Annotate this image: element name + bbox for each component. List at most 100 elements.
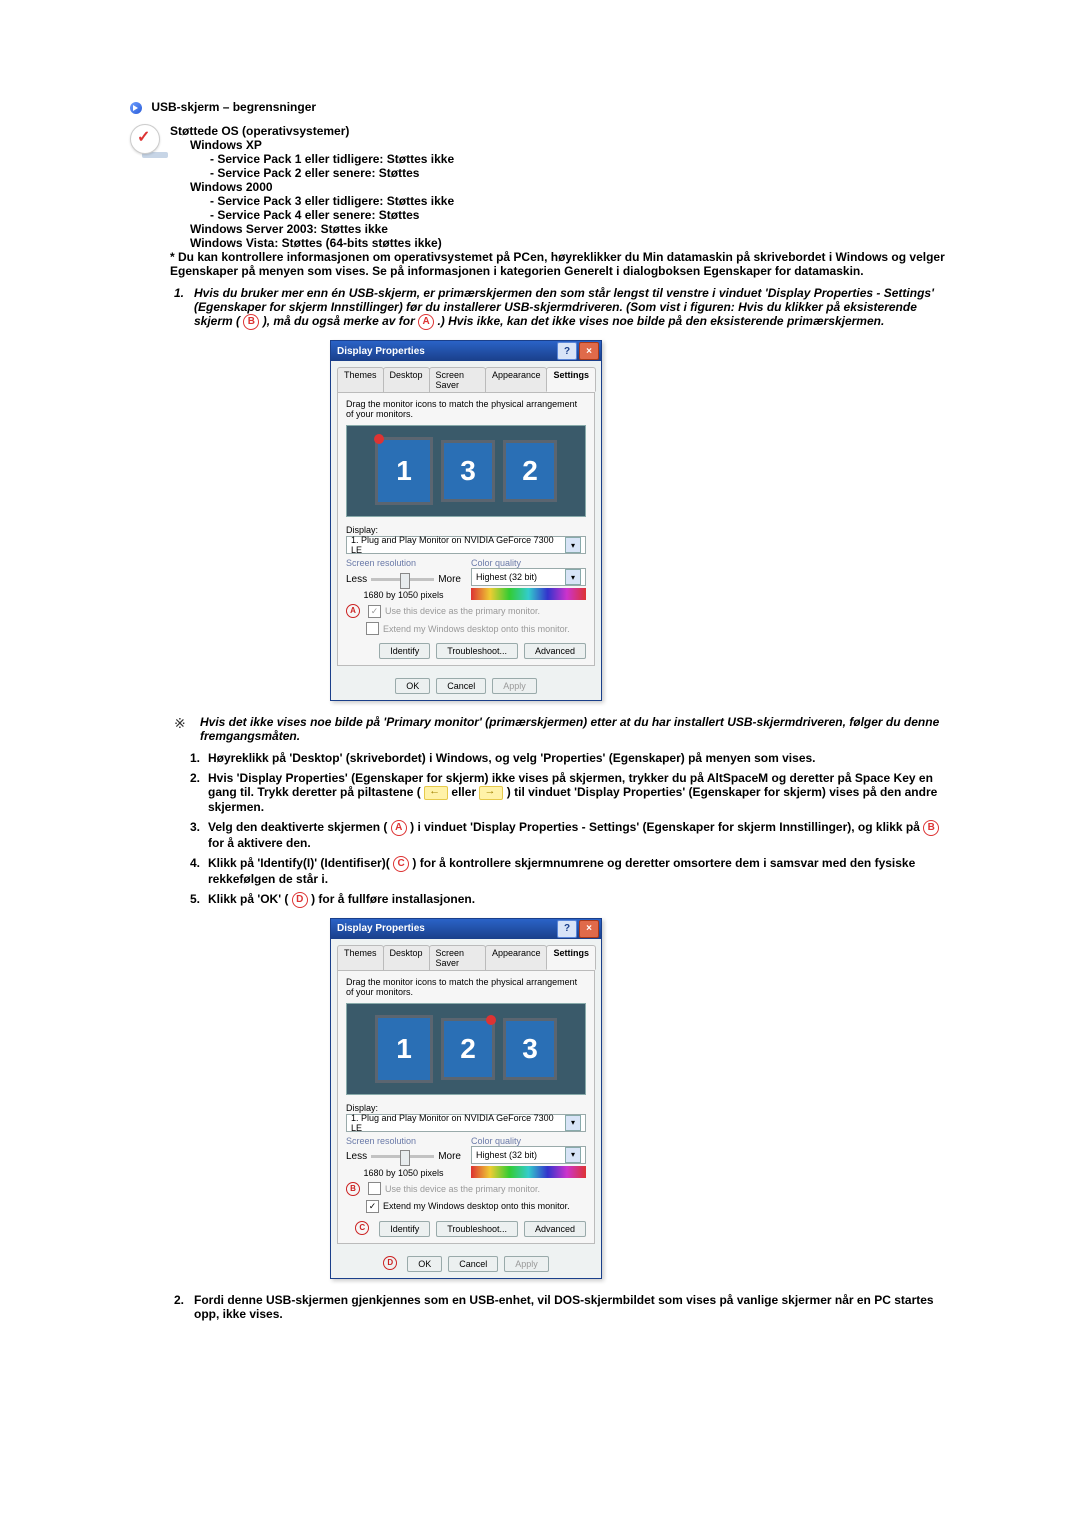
monitor-2[interactable]: 2: [503, 440, 557, 502]
tab-appearance[interactable]: Appearance: [485, 945, 548, 970]
tab-screensaver[interactable]: Screen Saver: [429, 367, 486, 392]
heading-text: USB-skjerm – begrensninger: [151, 100, 316, 114]
apply-button[interactable]: Apply: [492, 678, 537, 694]
os-title: Støttede OS (operativsystemer): [170, 124, 349, 138]
screen-res-label: Screen resolution: [346, 558, 461, 568]
color-value: Highest (32 bit): [476, 572, 537, 582]
marker-dot-icon: [486, 1015, 496, 1025]
primary-checkbox[interactable]: [368, 1182, 381, 1195]
chevron-down-icon[interactable]: ▾: [565, 1115, 581, 1131]
monitor-2-label: 2: [460, 1033, 476, 1065]
chevron-down-icon[interactable]: ▾: [565, 569, 581, 585]
resolution-value: 1680 by 1050 pixels: [346, 1168, 461, 1178]
troubleshoot-button[interactable]: Troubleshoot...: [436, 643, 518, 659]
chevron-down-icon[interactable]: ▾: [565, 1147, 581, 1163]
color-quality-label: Color quality: [471, 558, 586, 568]
monitor-area[interactable]: 1 2 3: [346, 1003, 586, 1095]
monitor-3[interactable]: 3: [441, 440, 495, 502]
hint-text: Drag the monitor icons to match the phys…: [346, 399, 586, 419]
step1-n: 1.: [190, 751, 208, 765]
troubleshoot-button[interactable]: Troubleshoot...: [436, 1221, 518, 1237]
cancel-button[interactable]: Cancel: [448, 1256, 498, 1272]
step5-n: 5.: [190, 892, 208, 908]
item1-number: 1.: [174, 286, 194, 330]
primary-checkbox-label: Use this device as the primary monitor.: [385, 606, 540, 616]
color-bar: [471, 1166, 586, 1178]
screen-res-label: Screen resolution: [346, 1136, 461, 1146]
monitor-area[interactable]: 1 3 2: [346, 425, 586, 517]
tabs: Themes Desktop Screen Saver Appearance S…: [331, 939, 601, 970]
chevron-down-icon[interactable]: ▾: [565, 537, 581, 553]
extend-checkbox[interactable]: [366, 622, 379, 635]
color-bar: [471, 588, 586, 600]
less-label: Less: [346, 574, 367, 585]
step3-n: 3.: [190, 820, 208, 850]
item1-text: Hvis du bruker mer enn én USB-skjerm, er…: [194, 286, 950, 330]
callout-c-icon: C: [355, 1221, 369, 1235]
color-dropdown[interactable]: Highest (32 bit) ▾: [471, 568, 586, 586]
hint-text: Drag the monitor icons to match the phys…: [346, 977, 586, 997]
identify-button[interactable]: Identify: [379, 643, 430, 659]
marker-b-icon: B: [923, 820, 939, 836]
help-button[interactable]: ?: [557, 920, 577, 938]
primary-checkbox[interactable]: ✓: [368, 605, 381, 618]
display-properties-dialog-1: Display Properties ? × Themes Desktop Sc…: [330, 340, 602, 701]
extend-checkbox-label: Extend my Windows desktop onto this moni…: [383, 1201, 570, 1211]
marker-a-icon: A: [391, 820, 407, 836]
ok-button[interactable]: OK: [407, 1256, 442, 1272]
os-vista: Windows Vista: Støttes (64-bits støttes …: [190, 236, 442, 250]
step3-a: Velg den deaktiverte skjermen (: [208, 820, 387, 834]
callout-a-icon: A: [346, 604, 360, 618]
item2-number: 2.: [174, 1293, 194, 1321]
os-2000-2: - Service Pack 4 eller senere: Støttes: [210, 208, 419, 222]
tab-themes[interactable]: Themes: [337, 367, 384, 392]
monitor-3[interactable]: 3: [503, 1018, 557, 1080]
advanced-button[interactable]: Advanced: [524, 1221, 586, 1237]
item1-b: ), må du også merke av for: [263, 314, 418, 328]
titlebar[interactable]: Display Properties ? ×: [331, 341, 601, 361]
bullet-icon: [130, 102, 142, 114]
os-2000-1: - Service Pack 3 eller tidligere: Støtte…: [210, 194, 454, 208]
step5-b: ) for å fullføre installasjonen.: [311, 892, 475, 906]
display-dropdown[interactable]: 1. Plug and Play Monitor on NVIDIA GeFor…: [346, 1114, 586, 1132]
slider-thumb[interactable]: [400, 573, 410, 589]
tab-desktop[interactable]: Desktop: [383, 367, 430, 392]
step4-text: Klikk på 'Identify(I)' (Identifiser)( C …: [208, 856, 950, 886]
help-button[interactable]: ?: [557, 342, 577, 360]
star-text: Hvis det ikke vises noe bilde på 'Primar…: [200, 715, 950, 743]
monitor-2[interactable]: 2: [441, 1018, 495, 1080]
tab-screensaver[interactable]: Screen Saver: [429, 945, 486, 970]
display-dropdown[interactable]: 1. Plug and Play Monitor on NVIDIA GeFor…: [346, 536, 586, 554]
monitor-1-label: 1: [396, 455, 412, 487]
step5-text: Klikk på 'OK' ( D ) for å fullføre insta…: [208, 892, 950, 908]
close-button[interactable]: ×: [579, 342, 599, 360]
titlebar[interactable]: Display Properties ? ×: [331, 919, 601, 939]
extend-checkbox[interactable]: ✓: [366, 1200, 379, 1213]
advanced-button[interactable]: Advanced: [524, 643, 586, 659]
monitor-1[interactable]: 1: [375, 1015, 433, 1083]
close-button[interactable]: ×: [579, 920, 599, 938]
tab-settings[interactable]: Settings: [546, 367, 596, 392]
monitor-1[interactable]: 1: [375, 437, 433, 505]
tab-settings[interactable]: Settings: [546, 945, 596, 970]
tab-desktop[interactable]: Desktop: [383, 945, 430, 970]
dialog-title: Display Properties: [337, 346, 425, 357]
resolution-slider[interactable]: Less More: [346, 570, 461, 588]
display-value: 1. Plug and Play Monitor on NVIDIA GeFor…: [351, 1113, 565, 1133]
tabs: Themes Desktop Screen Saver Appearance S…: [331, 361, 601, 392]
more-label: More: [438, 574, 461, 585]
less-label: Less: [346, 1151, 367, 1162]
arrow-left-icon: [424, 786, 448, 800]
marker-d-icon: D: [292, 892, 308, 908]
cancel-button[interactable]: Cancel: [436, 678, 486, 694]
tab-themes[interactable]: Themes: [337, 945, 384, 970]
ok-button[interactable]: OK: [395, 678, 430, 694]
marker-dot-icon: [374, 434, 384, 444]
tab-appearance[interactable]: Appearance: [485, 367, 548, 392]
color-dropdown[interactable]: Highest (32 bit) ▾: [471, 1146, 586, 1164]
slider-thumb[interactable]: [400, 1150, 410, 1166]
apply-button[interactable]: Apply: [504, 1256, 549, 1272]
item2-text: Fordi denne USB-skjermen gjenkjennes som…: [194, 1293, 950, 1321]
resolution-slider[interactable]: Less More: [346, 1148, 461, 1166]
identify-button[interactable]: Identify: [379, 1221, 430, 1237]
